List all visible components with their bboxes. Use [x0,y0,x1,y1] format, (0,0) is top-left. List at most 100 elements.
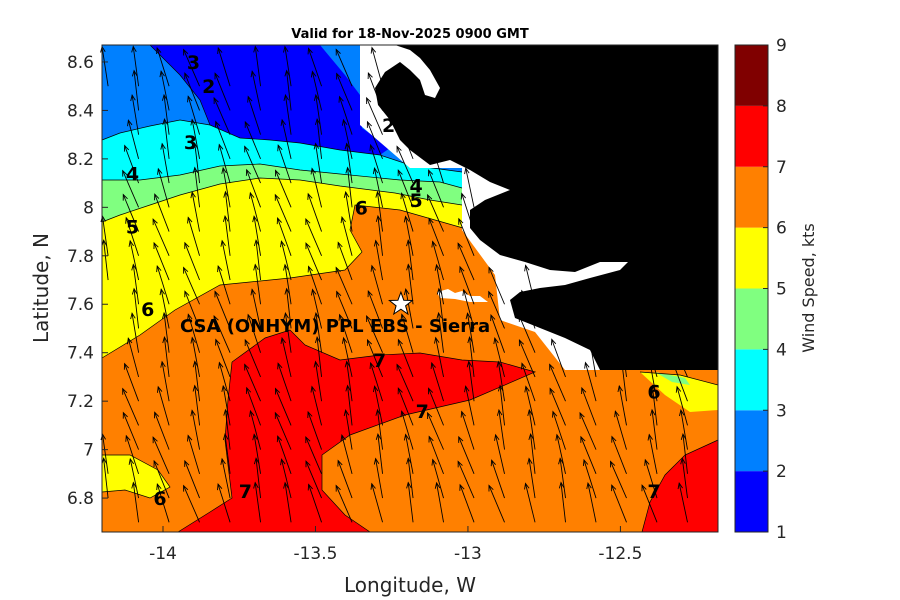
wind-arrow [156,482,170,523]
wind-arrow [619,360,627,402]
wind-arrow [190,191,201,232]
wind-arrow [310,385,323,426]
wind-arrow [192,384,201,426]
y-tick-label: 6.8 [67,489,94,509]
wind-arrow [366,314,383,353]
wind-arrow [434,263,444,305]
band-7-8-center [178,330,535,532]
wind-arrow [127,119,140,159]
wind-arrow [187,313,201,353]
wind-arrow [369,143,383,184]
wind-arrow [249,191,262,232]
wind-vectors [100,45,688,523]
wind-arrow [375,432,384,474]
band-5-6-southwest [102,455,170,498]
wind-arrow [252,215,262,256]
wind-arrow [250,70,262,111]
wind-arrow [310,167,323,208]
wind-arrow [644,458,658,499]
colorbar-cell [735,45,768,106]
wind-arrow [284,69,292,111]
wind-arrow [680,457,688,499]
wind-arrow [313,93,323,135]
wind-arrow [459,265,475,305]
contour-label: 3 [187,52,200,74]
wind-arrow [313,360,323,402]
wind-arrow [156,46,170,87]
wind-arrow [434,118,444,159]
wind-arrow [397,387,414,426]
wind-arrow [370,482,383,523]
wind-arrow [549,363,566,402]
x-axis-ticks: -14 -13.5 -13 -12.5 [149,526,642,564]
wind-arrow [283,263,292,305]
wind-arrow [488,290,505,329]
wind-arrow [152,436,170,475]
contour-label: 6 [647,381,660,403]
wind-arrow [184,290,201,329]
wind-arrow [217,46,231,87]
wind-arrow [335,48,353,87]
contour-label: 7 [373,350,386,372]
wind-arrow [153,241,170,281]
colorbar-cell [735,349,768,411]
wind-arrow [162,336,170,377]
wind-arrow [275,387,292,426]
wind-arrow [245,386,261,426]
wind-arrow [247,95,262,135]
colorbar: 1 2 3 4 5 6 7 8 9 Wind Speed, kts [734,36,818,543]
wind-arrow [397,338,414,378]
colorbar-tick-label: 8 [776,97,787,117]
wind-arrow [611,435,627,475]
wind-arrow [157,385,170,426]
wind-arrow [436,287,444,329]
wind-arrow [131,45,140,87]
wind-arrow [648,360,658,402]
wind-arrow [518,339,536,378]
wind-arrow [650,384,658,426]
wind-arrow [587,336,597,378]
wind-arrow [555,433,566,474]
wind-arrow [245,168,261,208]
wind-arrow [131,69,140,111]
y-axis-label: Latitude, N [29,233,53,343]
wind-arrow [280,240,292,281]
wind-arrow [644,337,658,378]
wind-arrow [244,120,261,160]
wind-arrow [280,118,292,159]
wind-arrow [344,360,353,402]
wind-arrow [154,193,170,232]
y-tick-label: 7.8 [67,247,94,267]
wind-arrow [217,264,231,305]
wind-arrow [397,169,414,208]
wind-arrow [367,290,383,329]
wind-arrow [373,457,383,499]
wind-arrow [396,363,414,402]
map-title: Valid for 18-Nov-2025 0900 GMT [291,27,529,42]
wind-arrow [617,384,627,426]
wind-arrow [184,241,201,281]
wind-arrow [307,192,322,232]
wind-arrow [159,288,170,329]
x-tick-label: -13 [454,544,482,564]
wind-arrow [218,143,231,184]
wind-arrow [430,143,444,184]
wind-arrow [406,263,414,305]
wind-arrow [183,266,200,305]
colorbar-tick-label: 1 [776,523,787,543]
wind-arrow [122,387,140,426]
wind-arrow [313,142,323,184]
y-tick-label: 7.6 [67,295,94,315]
wind-arrow [221,384,231,426]
wind-arrow [340,434,353,474]
colorbar-cell [735,227,768,289]
contour-label: 7 [239,481,252,503]
wind-arrow [153,459,170,499]
wind-arrow [192,166,201,208]
wind-arrow [403,433,414,474]
y-tick-label: 7 [83,441,94,461]
wind-arrow [677,482,688,523]
wind-arrow [403,288,414,329]
wind-arrow [552,410,566,450]
